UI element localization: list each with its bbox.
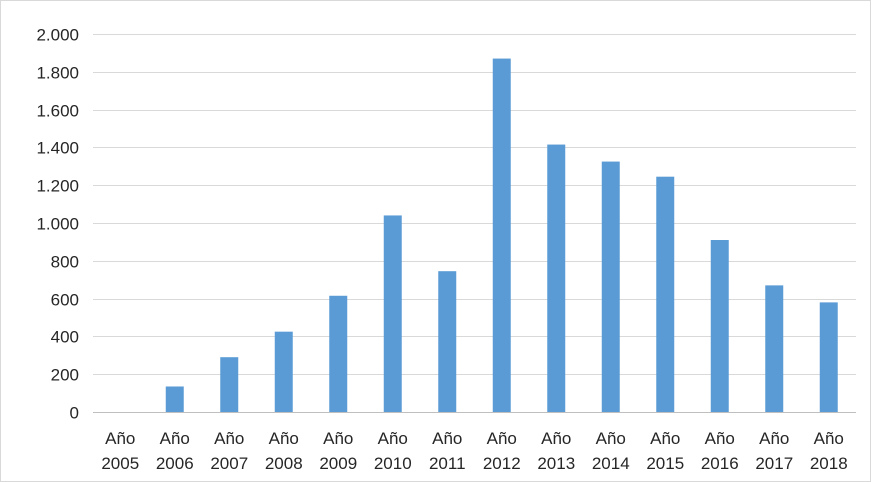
x-tick-label: Año [541, 429, 571, 448]
y-tick-label: 400 [51, 328, 79, 347]
x-tick-label: 2012 [483, 454, 521, 473]
x-tick-label: 2008 [265, 454, 303, 473]
bar [329, 295, 348, 412]
bar [220, 357, 239, 412]
x-tick-label: 2011 [429, 454, 466, 473]
y-tick-label: 1.000 [36, 215, 79, 234]
x-tick-label: Año [269, 429, 299, 448]
x-tick-label: Año [705, 429, 735, 448]
x-tick-label: Año [105, 429, 135, 448]
y-tick-label: 1.400 [36, 139, 79, 158]
y-tick-label: 1.800 [36, 64, 79, 83]
x-tick-label: Año [814, 429, 844, 448]
bar [274, 331, 293, 412]
x-tick-label: Año [160, 429, 190, 448]
x-tick-label: Año [759, 429, 789, 448]
bar [656, 176, 675, 412]
bar [165, 386, 184, 412]
x-tick-label: Año [214, 429, 244, 448]
x-tick-label: 2018 [810, 454, 848, 473]
x-tick-label: 2005 [101, 454, 139, 473]
x-tick-label: Año [378, 429, 408, 448]
y-tick-label: 0 [70, 404, 79, 423]
x-tick-label: 2015 [646, 454, 684, 473]
x-tick-label: 2009 [319, 454, 357, 473]
bar [819, 302, 838, 412]
y-tick-label: 1.600 [36, 102, 79, 121]
bar [601, 161, 620, 412]
x-tick-label: 2013 [537, 454, 575, 473]
y-tick-label: 600 [51, 291, 79, 310]
x-tick-label: Año [487, 429, 517, 448]
x-tick-label: 2014 [592, 454, 630, 473]
y-tick-label: 1.200 [36, 177, 79, 196]
bar [383, 215, 402, 412]
x-tick-label: Año [323, 429, 353, 448]
y-tick-label: 800 [51, 253, 79, 272]
x-tick-label: 2007 [210, 454, 248, 473]
x-tick-label: Año [650, 429, 680, 448]
x-tick-label: 2010 [374, 454, 412, 473]
x-tick-label: Año [596, 429, 626, 448]
x-tick-label: 2016 [701, 454, 739, 473]
bar [438, 271, 457, 412]
x-tick-label: Año [432, 429, 462, 448]
x-tick-label: 2017 [755, 454, 793, 473]
bar [492, 58, 511, 412]
x-tick-label: 2006 [156, 454, 194, 473]
y-tick-label: 200 [51, 366, 79, 385]
y-tick-label: 2.000 [36, 26, 79, 45]
bar [547, 144, 566, 412]
bar [710, 240, 729, 412]
bar [765, 285, 784, 412]
